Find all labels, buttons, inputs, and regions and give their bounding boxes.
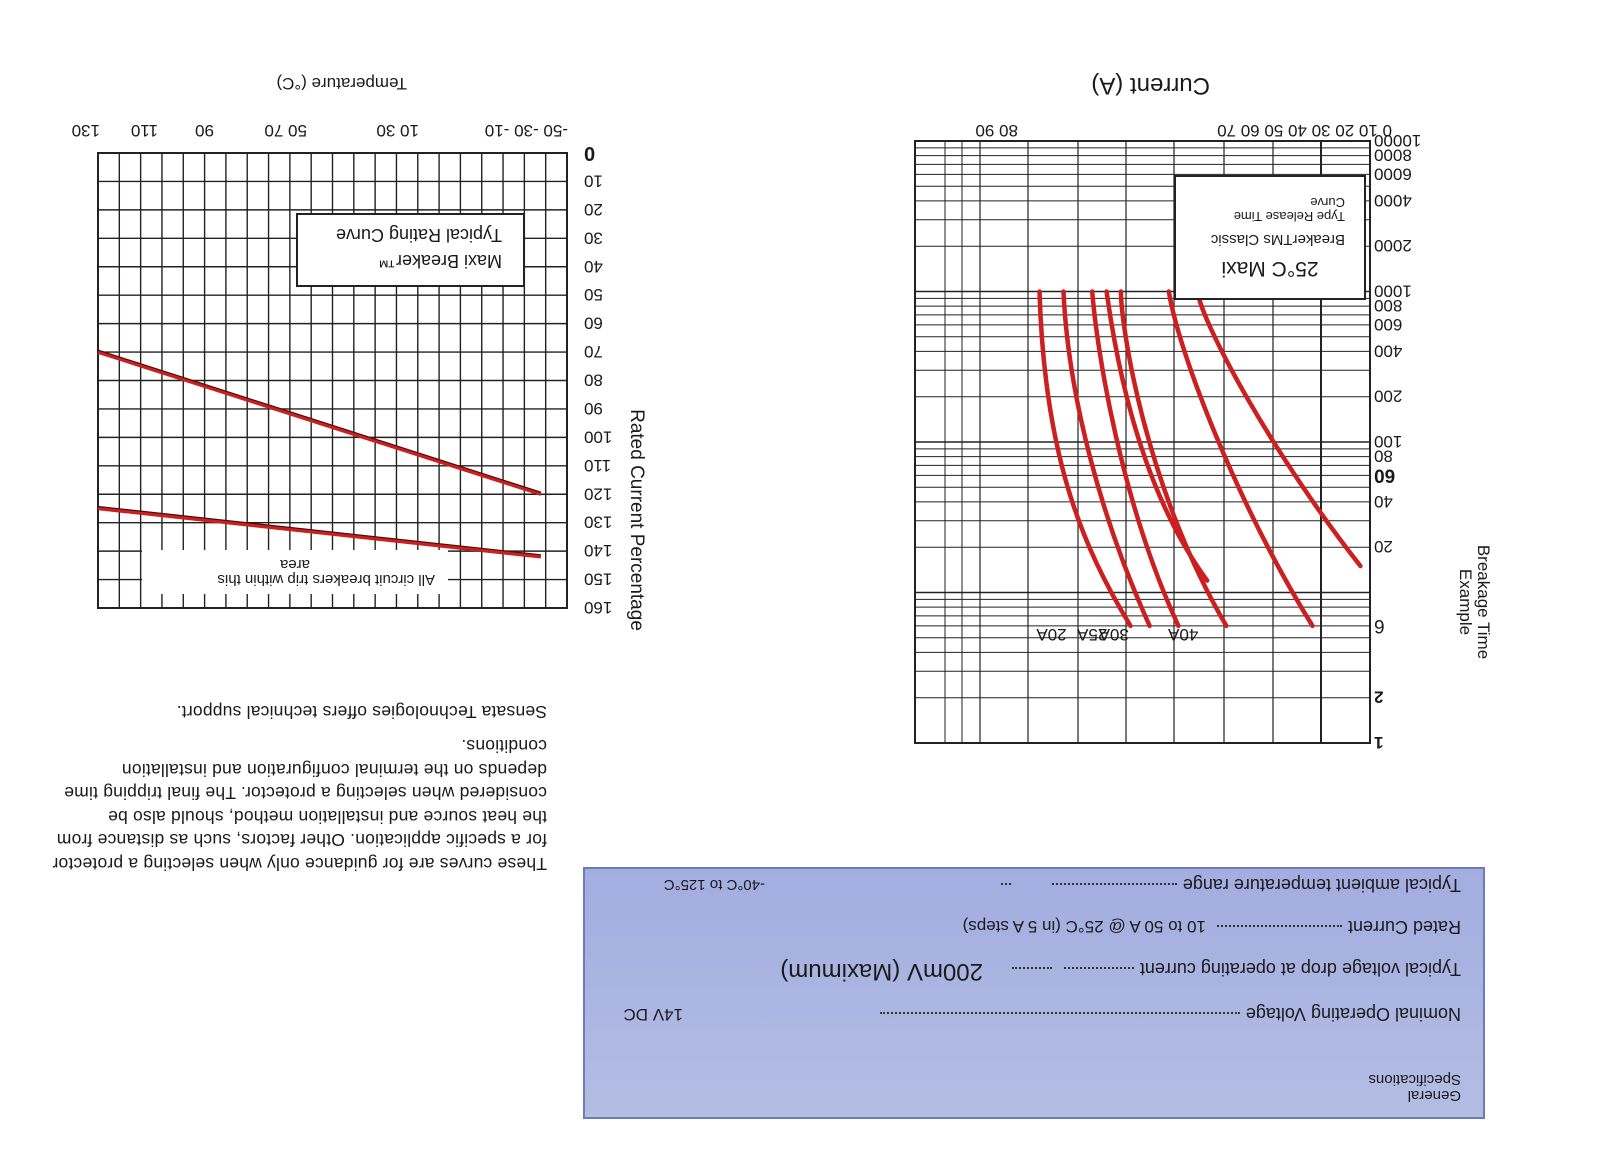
release-chart-ytick: 60 xyxy=(1374,464,1395,485)
release-chart-ytick: 80 xyxy=(1374,447,1393,466)
rating-chart-x-ticks: -50 -30 -10 10 30 50 70 90 110 130 xyxy=(72,121,568,140)
release-chart-ytick: 2000 xyxy=(1374,236,1412,255)
release-chart-xtick-2: 80 90 xyxy=(975,121,1018,140)
rating-chart-ytick: 80 xyxy=(584,371,603,390)
release-chart-ytick: 600 xyxy=(1374,315,1402,334)
release-chart-ytick: 8000 xyxy=(1374,146,1412,165)
release-chart-title-line3: Type Release Time xyxy=(1234,209,1345,224)
rating-chart-ytick: 90 xyxy=(584,399,603,418)
release-chart-ytick: 6 xyxy=(1374,615,1385,636)
release-chart-ytick: 6000 xyxy=(1374,164,1412,183)
release-curve-40A xyxy=(1195,289,1363,569)
rating-chart-ytick: 120 xyxy=(584,484,612,503)
release-chart-ytick: 100 xyxy=(1374,432,1402,451)
release-chart-title-line1: 25°C Maxi xyxy=(1221,257,1318,280)
rating-chart-lines xyxy=(97,349,542,559)
rating-chart-ytick: 50 xyxy=(584,285,603,304)
release-curve-label-20A: 20A xyxy=(1036,625,1067,644)
specifications-heading: General Specifications xyxy=(1368,1071,1461,1104)
release-chart-title-line2: BreakerTMs Classic xyxy=(1210,231,1345,248)
release-chart-xlabel: Current (A) xyxy=(1091,72,1210,99)
release-curve-20A xyxy=(1037,289,1133,629)
release-chart-ytick: 2 xyxy=(1374,688,1383,707)
rating-curve-line-1 xyxy=(97,350,542,496)
rating-chart-ytick: 150 xyxy=(584,570,612,589)
spec-label: Rated Current xyxy=(1347,917,1461,937)
rating-curve-line-shadow-2 xyxy=(97,505,542,556)
rating-chart-ytick: 20 xyxy=(584,200,603,219)
release-chart-ylabel-line1: Breakage Time xyxy=(1474,545,1493,659)
rating-chart-ytick: 110 xyxy=(584,456,611,475)
spec-row-temperature: Typical ambient temperature range xyxy=(995,874,1461,895)
release-chart-ytick: 1000 xyxy=(1374,282,1412,301)
spec-row-voltage-drop: Typical voltage drop at operating curren… xyxy=(1006,958,1461,979)
rating-chart-legend-box: Maxi Breaker™ Typical Rating Curve xyxy=(296,213,525,287)
rating-chart-ytick: 40 xyxy=(584,257,603,276)
release-chart-curves xyxy=(1037,289,1363,629)
rating-chart-ytick: 130 xyxy=(584,513,612,532)
release-chart-ytick: 1 xyxy=(1374,733,1383,752)
release-curve-label-25A: 25A xyxy=(1076,625,1107,644)
release-chart-ytick: 4000 xyxy=(1374,191,1412,210)
rating-chart-xtick: 10 30 xyxy=(376,121,419,140)
release-curve-20A xyxy=(1061,289,1152,629)
rating-chart-ytick: 30 xyxy=(584,228,603,247)
rating-chart-ytick: 160 xyxy=(584,598,612,617)
spec-value: 10 to 50 A @ 25°C (in 5 A steps) xyxy=(962,917,1206,936)
release-curve-label-40A: 40A xyxy=(1167,625,1198,644)
rating-chart-ylabel: Rated Current Percentage xyxy=(626,409,647,631)
spec-label: Typical ambient temperature range xyxy=(1182,875,1461,895)
spec-label: Nominal Operating Voltage xyxy=(1245,1004,1461,1024)
general-specifications-panel: General Specifications Nominal Operating… xyxy=(583,867,1485,1119)
rating-chart-xtick: 90 xyxy=(195,121,214,140)
rating-chart-ytick: 10 xyxy=(584,171,603,190)
spec-row-rated-current: Rated Current 10 to 50 A @ 25°C (in 5 A … xyxy=(963,916,1461,937)
rating-chart-xtick: 50 70 xyxy=(264,121,307,140)
rating-curve-line-2 xyxy=(97,506,542,559)
release-chart-xtick-1: 0 10 20 30 40 50 60 70 xyxy=(1217,121,1392,140)
rating-chart-title-line1: Maxi Breaker™ xyxy=(378,251,502,271)
rating-chart-trip-area-label: All circuit breakers trip within this ar… xyxy=(142,550,448,594)
spec-row-voltage: Nominal Operating Voltage xyxy=(874,1003,1461,1024)
release-curve-label-30A: 30A xyxy=(1098,625,1129,644)
rating-curve-line-shadow-1 xyxy=(97,349,542,493)
rating-chart-xlabel: Temperature (°C) xyxy=(276,74,407,93)
guidance-note: These curves are for guidance only when … xyxy=(37,689,547,876)
rating-chart-ytick: 100 xyxy=(584,427,612,446)
release-chart-ytick: 800 xyxy=(1374,296,1402,315)
release-chart-ytick: 200 xyxy=(1374,387,1402,406)
release-curve-25A xyxy=(1089,289,1181,629)
release-curve-40A xyxy=(1166,289,1315,629)
spec-label: Typical voltage drop at operating curren… xyxy=(1139,959,1461,979)
rating-chart-ytick: 0 xyxy=(584,142,595,164)
spec-value: 200mV (Maximum) xyxy=(780,958,983,985)
rating-chart-xtick: 110 xyxy=(131,121,158,140)
trip-area-label-line2: area xyxy=(279,556,310,573)
note-paragraph-2: Sensata Technologies offers technical su… xyxy=(176,702,547,722)
spec-value: 14V DC xyxy=(623,1005,683,1024)
release-chart-legend-box: 25°C Maxi BreakerTMs Classic Type Releas… xyxy=(1174,175,1366,300)
rating-chart-xtick: 130 xyxy=(72,121,100,140)
spec-value: -40°C to 125°C xyxy=(663,876,765,893)
release-chart-title-line4: Curve xyxy=(1310,195,1345,210)
rating-chart-xtick: -50 -30 -10 xyxy=(485,121,568,140)
release-chart-ytick: 20 xyxy=(1374,537,1393,556)
rating-chart-y-ticks: 0 10 20 30 40 50 60 70 80 90 100 110 120 130 140 150 160 xyxy=(584,142,612,617)
release-chart-ytick: 10000 xyxy=(1374,131,1421,150)
release-chart-ylabel-line2: Example xyxy=(1456,569,1475,635)
rating-chart-ytick: 140 xyxy=(584,541,612,560)
note-paragraph-1: These curves are for guidance only when … xyxy=(52,736,547,875)
rating-chart-ytick: 70 xyxy=(584,342,603,361)
rating-chart-title-line2: Typical Rating Curve xyxy=(336,225,502,245)
release-chart-ytick: 40 xyxy=(1374,492,1393,511)
trip-area-label-line1: All circuit breakers trip within this xyxy=(217,571,435,588)
release-curve-30A xyxy=(1118,289,1229,629)
release-chart-ytick: 400 xyxy=(1374,341,1402,360)
rating-chart-ytick: 60 xyxy=(584,314,603,333)
